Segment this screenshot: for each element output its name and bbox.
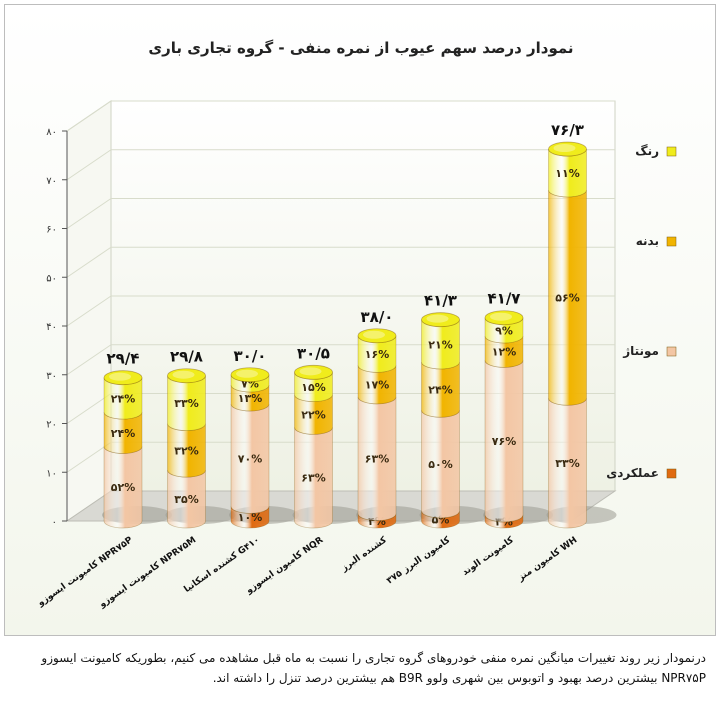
bar-segment-label: ۲۴% [428, 384, 452, 397]
bar-segment-label: ۱۲% [492, 346, 516, 359]
bar-segment-label: ۱۰% [238, 511, 262, 524]
bar-segment-label: ۶۳% [301, 472, 325, 485]
bar-top-cap [548, 141, 587, 157]
bar-segment-label: ۲۱% [428, 338, 452, 351]
bar-segment-label: ۲۴% [111, 427, 135, 440]
y-tick-label: ۵۰ [46, 273, 57, 284]
y-tick-label: ۶۰ [46, 225, 57, 236]
bar-segment-label: ۲۴% [111, 392, 135, 405]
y-tick-label: ۸۰ [46, 127, 57, 138]
x-tick-label: کامیون البرز ۳۷۵ [385, 535, 453, 587]
bar-top-highlight [426, 314, 449, 323]
bar-segment-label: ۱۱% [555, 167, 579, 180]
caption: درنمودار زیر روند تغییرات میانگین نمره م… [14, 648, 706, 688]
x-tick-label: کشنده البرز [339, 535, 389, 574]
y-tick-label: ۲۰ [46, 420, 57, 431]
y-tick-label: ۳۰ [46, 371, 57, 382]
gridline-side [66, 100, 112, 132]
bar-top-cap [421, 312, 460, 328]
legend-label: رنگ [635, 144, 659, 158]
bar-segment-label: ۳۳% [555, 457, 579, 470]
bar-segment-label: ۳۵% [174, 493, 198, 506]
y-tick-label: ۱۰ [46, 468, 57, 479]
bar-segment-label: ۷۶% [492, 435, 516, 448]
bar-total-label: ۲۹/۸ [170, 348, 203, 366]
y-tick-label: ۰ [52, 517, 57, 528]
bar-top-cap [357, 328, 397, 344]
legend-label: مونتاژ [622, 344, 659, 359]
bar-top-highlight [172, 370, 195, 379]
bar-segment-label: ۱۷% [365, 379, 389, 392]
bar-top-cap [103, 370, 143, 386]
bar-top-cap [294, 364, 333, 380]
caption-line-1: درنمودار زیر روند تغییرات میانگین نمره م… [41, 651, 706, 665]
bar-total-label: ۴۱/۷ [488, 290, 521, 308]
gridline-side [66, 393, 112, 424]
x-tick-label: کامیونت الوند [461, 535, 517, 578]
bar-top-highlight [363, 330, 385, 339]
bar-segment-label: ۱۵% [301, 381, 325, 394]
bar-stack: ۳۳% ۵۶% ۱۱% ۷۶/۳ کامیون منز WH [516, 121, 617, 584]
chart-frame: ۰ ۱۰ ۲۰ ۳۰ ۴۰ ۵۰ ۶۰ ۷۰ ۸۰ ۵۲% ۲۴% ۲۴% ۲۹/۴ کامیونت ای… [4, 4, 716, 636]
y-tick-label: ۷۰ [46, 176, 57, 187]
chart-title: نمودار درصد سهم عیوب از نمره منفی - گروه… [148, 39, 574, 57]
bar-segment-label: ۳۳% [174, 397, 198, 410]
bar-total-label: ۷۶/۳ [551, 121, 584, 139]
bar-top-cap [230, 367, 270, 383]
gridline-side [66, 441, 112, 473]
bar-top-highlight [299, 367, 322, 376]
bar-segment-label: ۶۳% [365, 453, 389, 466]
bar-segment-label: ۵۶% [555, 292, 579, 305]
y-tick-label: ۴۰ [46, 322, 57, 333]
gridline-side [66, 149, 112, 181]
gridline-side [66, 295, 112, 327]
legend-swatch [666, 468, 677, 479]
caption-line-2: NPR۷۵P بیشترین درصد بهبود و اتوبوس بین ش… [212, 671, 706, 685]
gridline-side [66, 198, 112, 229]
bar-top-highlight [553, 144, 576, 153]
gridline-side [66, 344, 112, 376]
bar-top-highlight [490, 312, 512, 321]
bar-segment-label: ۳۲% [174, 444, 198, 457]
bar-top-cap [484, 310, 524, 326]
x-tick-label: کامیون منز WH [516, 535, 580, 584]
bar-total-label: ۳۰/۵ [297, 344, 330, 362]
bar-total-label: ۳۸/۰ [361, 308, 394, 326]
legend-label: عملکردی [606, 466, 659, 480]
bar-total-label: ۴۱/۳ [424, 292, 457, 310]
bar-segment-label: ۵۲% [111, 481, 135, 494]
bar-top-highlight [109, 372, 131, 381]
bar-top-highlight [236, 369, 258, 378]
gridline-side [66, 246, 112, 278]
bar-segment-label: ۱۶% [365, 348, 389, 361]
bar-total-label: ۲۹/۴ [107, 350, 140, 368]
bar-top-cap [167, 368, 206, 384]
bar-segment-label: ۲۲% [301, 408, 325, 421]
legend-swatch [666, 346, 677, 357]
legend-label: بدنه [636, 234, 659, 248]
legend-swatch [666, 236, 677, 247]
bar-segment-label: ۹% [495, 324, 513, 337]
bar-segment-label: ۵۰% [428, 458, 452, 471]
legend-swatch [666, 146, 677, 157]
bar-total-label: ۳۰/۰ [234, 347, 267, 365]
bar-segment-label: ۱۳% [238, 392, 262, 405]
bar-segment-label: ۷۰% [238, 453, 262, 466]
